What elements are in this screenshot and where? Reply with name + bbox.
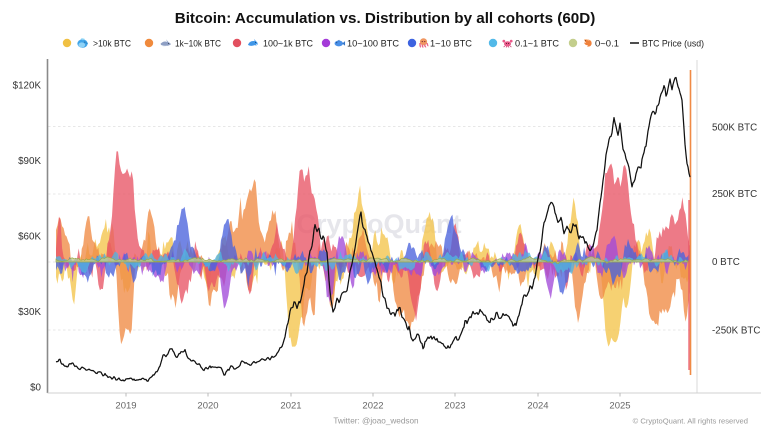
svg-text:$0: $0 [30,383,41,394]
svg-text:2025: 2025 [609,401,630,412]
svg-text:$60K: $60K [18,232,41,243]
svg-text:500K BTC: 500K BTC [712,123,757,134]
svg-text:BTC Price (usd): BTC Price (usd) [642,37,704,48]
svg-text:2022: 2022 [362,401,383,412]
svg-text:2024: 2024 [527,401,548,412]
svg-text:-250K BTC: -250K BTC [712,326,760,337]
svg-text:0~0.1: 0~0.1 [595,38,619,49]
svg-text:250K BTC: 250K BTC [712,189,757,200]
svg-text:$90K: $90K [18,156,41,167]
svg-text:1~10 BTC: 1~10 BTC [430,38,472,49]
svg-text:Twitter: @joao_wedson: Twitter: @joao_wedson [333,417,419,426]
svg-text:100~1k BTC: 100~1k BTC [263,38,313,49]
svg-text:© CryptoQuant. All rights rese: © CryptoQuant. All rights reserved [633,417,748,426]
svg-text:CryptoQuant: CryptoQuant [297,209,462,239]
svg-text:2019: 2019 [115,401,136,412]
svg-text:2021: 2021 [280,401,301,412]
svg-text:$30K: $30K [18,307,41,318]
svg-text:2023: 2023 [444,401,465,412]
svg-text:$120K: $120K [13,81,42,92]
svg-text:10~100 BTC: 10~100 BTC [347,38,399,49]
svg-text:0.1~1 BTC: 0.1~1 BTC [515,38,559,49]
svg-text:Bitcoin: Accumulation vs. Dist: Bitcoin: Accumulation vs. Distribution b… [175,10,596,27]
svg-text:2020: 2020 [197,401,218,412]
svg-text:0 BTC: 0 BTC [712,257,740,268]
svg-text:>10k BTC: >10k BTC [93,38,131,49]
svg-text:1k~10k BTC: 1k~10k BTC [175,38,221,49]
